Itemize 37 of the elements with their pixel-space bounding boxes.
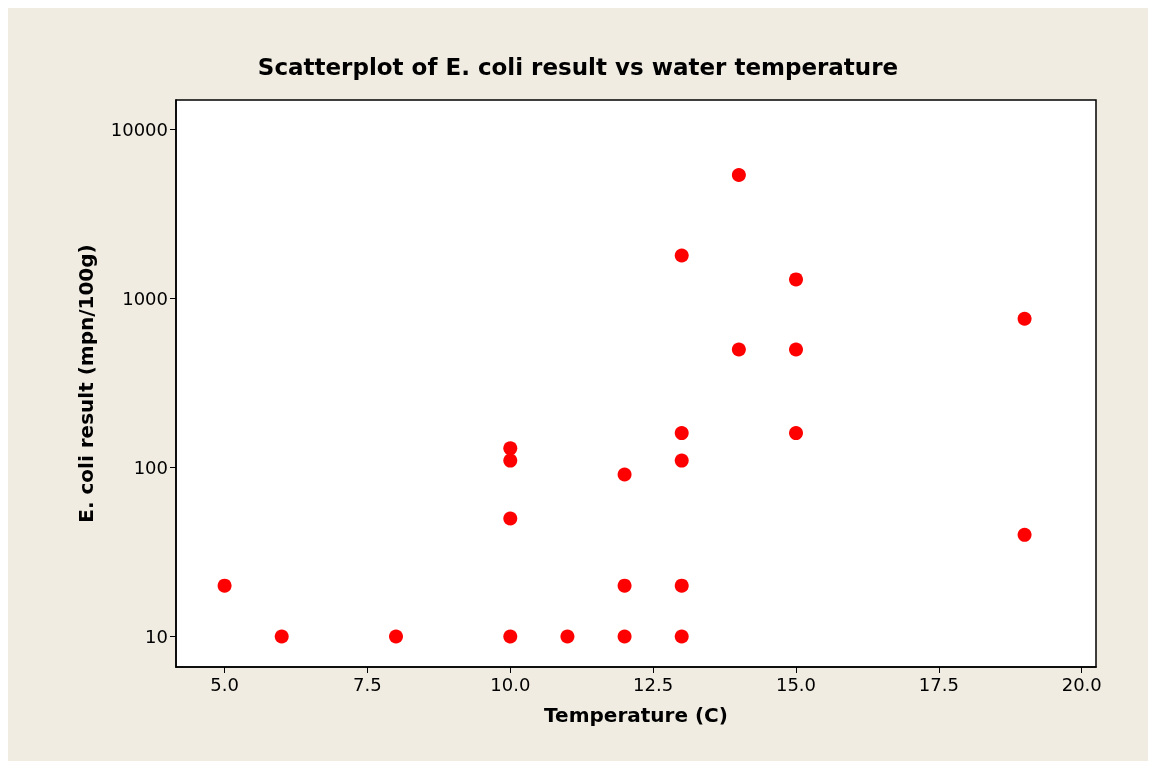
point — [274, 629, 289, 644]
point — [617, 629, 632, 644]
chart-title: Scatterplot of E. coli result vs water temperature — [257, 53, 899, 80]
point — [1017, 311, 1032, 326]
x-tick-label: 5.0 — [210, 673, 239, 695]
y-tick-label: 1000 — [122, 288, 168, 310]
point — [789, 426, 803, 441]
point — [217, 578, 232, 593]
point — [789, 272, 803, 287]
point — [674, 248, 689, 263]
point — [617, 578, 632, 593]
point — [731, 342, 746, 357]
x-tick-label: 20.0 — [1061, 673, 1102, 695]
point — [617, 467, 632, 482]
point — [674, 578, 689, 593]
x-tick-label: 7.5 — [353, 673, 382, 695]
point — [731, 167, 746, 182]
point — [560, 629, 575, 644]
x-tick-label: 12.5 — [633, 673, 674, 695]
point — [674, 629, 689, 644]
x-axis-title: Temperature (C) — [544, 703, 728, 727]
point — [503, 441, 518, 456]
x-tick-label: 15.0 — [775, 673, 817, 695]
point — [674, 453, 689, 468]
point — [503, 629, 518, 644]
y-tick-label: 10 — [145, 626, 168, 648]
point — [674, 426, 689, 441]
point — [503, 453, 518, 468]
point — [789, 342, 803, 357]
y-tick-label: 10000 — [110, 119, 168, 141]
point — [389, 629, 403, 644]
y-tick-label: 100 — [133, 457, 168, 479]
point — [503, 511, 518, 526]
y-axis-title: E. coli result (mpn/100g) — [74, 244, 98, 523]
point — [1017, 527, 1032, 542]
x-tick-label: 17.5 — [918, 673, 959, 695]
x-tick-label: 10.0 — [490, 673, 531, 695]
